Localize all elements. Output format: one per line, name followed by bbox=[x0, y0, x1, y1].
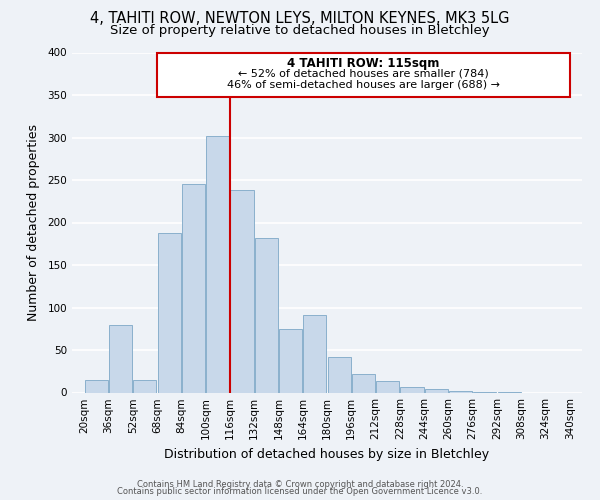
Bar bbox=[304, 315, 326, 392]
Bar bbox=[182, 184, 205, 392]
Text: 46% of semi-detached houses are larger (688) →: 46% of semi-detached houses are larger (… bbox=[227, 80, 500, 90]
Bar bbox=[328, 357, 350, 392]
Text: ← 52% of detached houses are smaller (784): ← 52% of detached houses are smaller (78… bbox=[238, 68, 489, 78]
Bar bbox=[425, 389, 448, 392]
X-axis label: Distribution of detached houses by size in Bletchley: Distribution of detached houses by size … bbox=[164, 448, 490, 461]
Bar bbox=[230, 190, 254, 392]
Bar bbox=[158, 232, 181, 392]
Bar bbox=[109, 324, 132, 392]
Bar bbox=[352, 374, 375, 392]
Bar bbox=[376, 382, 399, 392]
Bar bbox=[133, 380, 157, 392]
Text: 4 TAHITI ROW: 115sqm: 4 TAHITI ROW: 115sqm bbox=[287, 56, 440, 70]
Bar bbox=[255, 238, 278, 392]
Bar bbox=[449, 391, 472, 392]
Bar bbox=[206, 136, 229, 392]
Text: Size of property relative to detached houses in Bletchley: Size of property relative to detached ho… bbox=[110, 24, 490, 37]
Text: Contains public sector information licensed under the Open Government Licence v3: Contains public sector information licen… bbox=[118, 487, 482, 496]
Y-axis label: Number of detached properties: Number of detached properties bbox=[28, 124, 40, 321]
FancyBboxPatch shape bbox=[157, 52, 570, 96]
Bar bbox=[279, 329, 302, 392]
Bar bbox=[400, 386, 424, 392]
Bar bbox=[85, 380, 108, 392]
Text: 4, TAHITI ROW, NEWTON LEYS, MILTON KEYNES, MK3 5LG: 4, TAHITI ROW, NEWTON LEYS, MILTON KEYNE… bbox=[90, 11, 510, 26]
Text: Contains HM Land Registry data © Crown copyright and database right 2024.: Contains HM Land Registry data © Crown c… bbox=[137, 480, 463, 489]
